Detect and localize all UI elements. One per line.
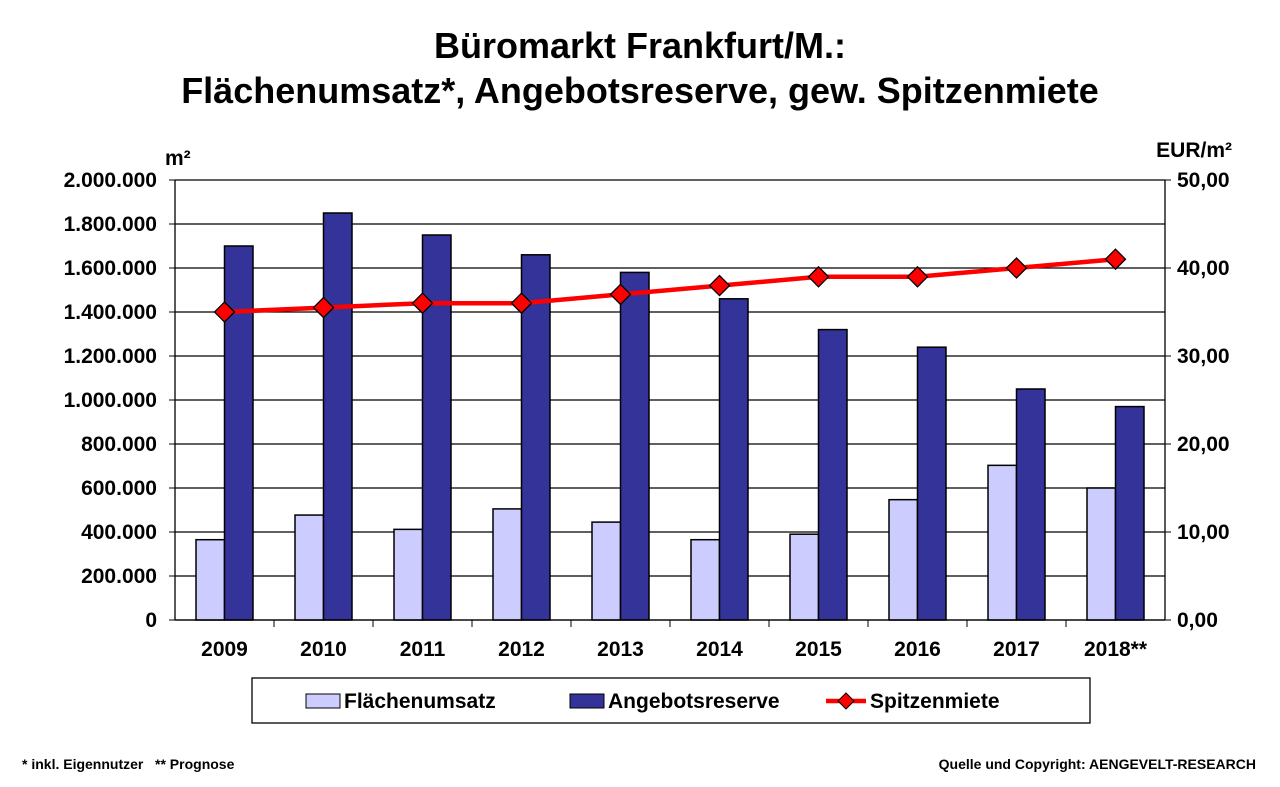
- x-tick-label: 2011: [400, 638, 446, 661]
- x-tick-label: 2010: [300, 638, 347, 661]
- marker-spitzenmiete: [1104, 248, 1127, 271]
- marker-spitzenmiete: [906, 265, 929, 288]
- x-tick-label: 2009: [201, 638, 248, 661]
- footnote: * inkl. Eigennutzer ** Prognose: [22, 756, 235, 772]
- legend-swatch-angebotsreserve: [569, 693, 605, 709]
- legend-swatch-flaechenumsatz: [305, 693, 341, 709]
- y-tick-label: 600.000: [81, 477, 157, 500]
- bar-flaechenumsatz: [294, 514, 325, 621]
- y2-tick-label: 30,00: [1177, 345, 1230, 368]
- line-spitzenmiete: [224, 256, 1116, 315]
- y-tick-label: 1.400.000: [64, 301, 157, 324]
- y-tick-label: 800.000: [81, 433, 157, 456]
- bar-angebotsreserve: [619, 271, 650, 621]
- y2-axis-label: EUR/m²: [1156, 139, 1232, 162]
- marker-spitzenmiete: [609, 283, 632, 306]
- bar-angebotsreserve: [421, 234, 452, 621]
- bar-flaechenumsatz: [591, 521, 622, 621]
- y2-tick-label: 40,00: [1177, 257, 1230, 280]
- bar-angebotsreserve: [322, 212, 353, 621]
- bar-flaechenumsatz: [393, 528, 424, 621]
- marker-spitzenmiete: [708, 274, 731, 297]
- bar-angebotsreserve: [817, 328, 848, 621]
- y-tick-label: 1.200.000: [64, 345, 157, 368]
- y-tick-label: 0: [145, 609, 157, 632]
- y2-tick-label: 50,00: [1177, 169, 1230, 192]
- marker-spitzenmiete: [1005, 257, 1028, 279]
- bar-flaechenumsatz: [987, 464, 1018, 621]
- x-tick-label: 2018**: [1084, 638, 1148, 661]
- y2-tick-label: 20,00: [1177, 433, 1230, 456]
- y-tick-label: 1.600.000: [64, 257, 157, 280]
- bar-flaechenumsatz: [690, 538, 721, 621]
- bar-angebotsreserve: [718, 298, 749, 621]
- marker-spitzenmiete: [312, 296, 335, 319]
- bar-angebotsreserve: [916, 346, 947, 621]
- y-tick-label: 400.000: [81, 521, 157, 544]
- x-tick-label: 2014: [696, 638, 743, 661]
- x-tick-label: 2012: [498, 638, 545, 661]
- chart-title-line1: Büromarkt Frankfurt/M.:: [434, 25, 846, 66]
- bar-angebotsreserve: [1015, 388, 1046, 621]
- bar-angebotsreserve: [520, 254, 551, 621]
- bar-flaechenumsatz: [789, 533, 820, 621]
- bar-flaechenumsatz: [1086, 487, 1117, 621]
- y2-tick-label: 0,00: [1177, 609, 1218, 632]
- bar-angebotsreserve: [1114, 405, 1145, 621]
- source-credit: Quelle und Copyright: AENGEVELT-RESEARCH: [938, 756, 1256, 772]
- y-tick-label: 1.000.000: [64, 389, 157, 412]
- y2-tick-label: 10,00: [1177, 521, 1230, 544]
- bar-flaechenumsatz: [492, 508, 523, 621]
- legend-label-flaechenumsatz: Flächenumsatz: [344, 690, 496, 713]
- marker-spitzenmiete: [411, 292, 434, 315]
- legend-label-spitzenmiete: Spitzenmiete: [870, 690, 1000, 713]
- marker-spitzenmiete: [213, 301, 236, 323]
- bar-angebotsreserve: [223, 245, 254, 621]
- x-tick-label: 2015: [795, 638, 842, 661]
- legend-label-angebotsreserve: Angebotsreserve: [608, 690, 780, 713]
- legend-marker-spitzenmiete: [837, 692, 855, 710]
- x-tick-label: 2013: [597, 638, 644, 661]
- legend-box: [251, 677, 1091, 724]
- y-tick-label: 2.000.000: [64, 169, 157, 192]
- bar-flaechenumsatz: [195, 538, 226, 621]
- marker-spitzenmiete: [510, 292, 533, 315]
- marker-spitzenmiete: [807, 265, 830, 288]
- bar-flaechenumsatz: [888, 498, 919, 621]
- y-tick-label: 1.800.000: [64, 213, 157, 236]
- y-axis-label: m²: [165, 147, 191, 170]
- x-tick-label: 2017: [993, 638, 1040, 661]
- x-tick-label: 2016: [894, 638, 941, 661]
- y-tick-label: 200.000: [81, 565, 157, 588]
- chart-title-line2: Flächenumsatz*, Angebotsreserve, gew. Sp…: [181, 70, 1099, 111]
